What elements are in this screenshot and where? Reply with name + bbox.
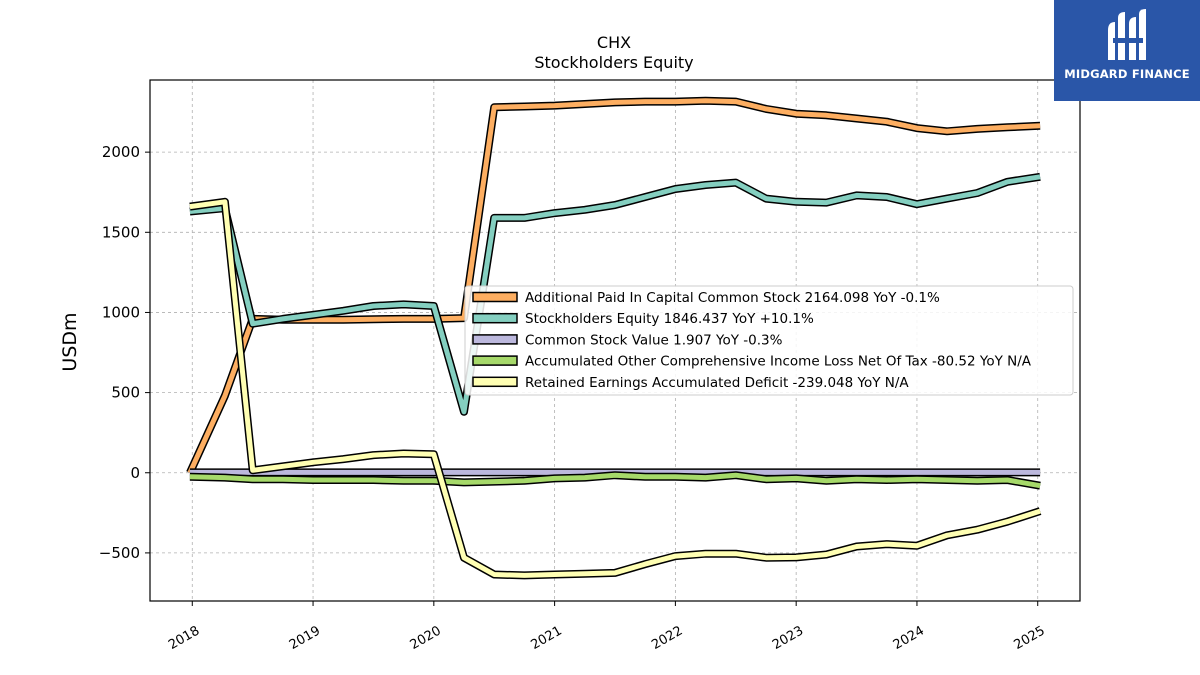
y-tick-label: 1000 [102,303,140,321]
chart-title: CHX [597,33,631,52]
plot-frame [149,79,1081,602]
y-axis-label: USDm [59,312,81,371]
legend-swatch [472,355,518,366]
legend-label: Additional Paid In Capital Common Stock … [525,290,940,306]
legend-label: Accumulated Other Comprehensive Income L… [525,354,1032,370]
legend: Additional Paid In Capital Common Stock … [464,285,1074,396]
y-tick-label: −500 [99,544,140,562]
chart-subtitle: Stockholders Equity [534,53,693,72]
legend-swatch [472,291,518,303]
legend-swatch [472,376,518,388]
legend-label: Common Stock Value 1.907 YoY -0.3% [525,332,783,348]
legend-box [464,285,1074,396]
y-tick-label: 0 [130,464,140,482]
y-axis-ticks: 2000 1500 1000 500 0 −500 [99,143,150,562]
series-line [187,98,1041,474]
legend-swatch [472,312,518,324]
legend-label: Stockholders Equity 1846.437 YoY +10.1% [525,311,814,327]
series-line [189,472,1041,489]
brand-logo: MIDGARD FINANCE [1054,0,1200,101]
series-line [189,174,1041,415]
y-tick-label: 500 [111,384,140,402]
brand-logo-text: MIDGARD FINANCE [1064,67,1190,81]
y-tick-label: 2000 [102,143,140,161]
y-tick-label: 1500 [102,223,140,241]
legend-swatch [472,334,518,345]
legend-label: Retained Earnings Accumulated Deficit -2… [525,375,909,391]
series-line [189,199,1041,578]
series-layer [186,96,1042,580]
midgard-m-logo-icon [1108,9,1146,60]
